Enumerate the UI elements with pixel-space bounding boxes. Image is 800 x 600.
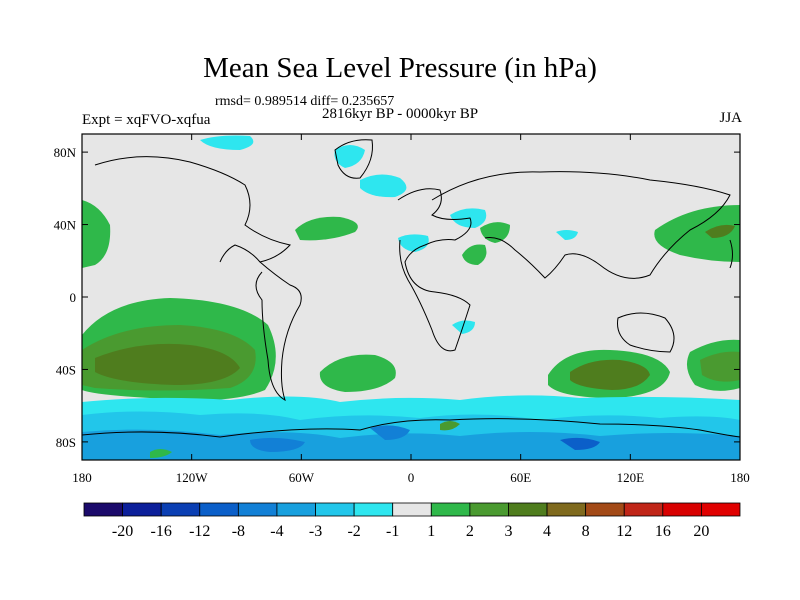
colorbar-swatch (662, 502, 702, 517)
west-pacific-high (654, 205, 740, 262)
red-sea-anomaly (462, 244, 487, 265)
colorbar-label: -1 (386, 523, 399, 540)
x-tick-label: 180 (730, 470, 750, 485)
north-pacific-anomaly-west (82, 200, 111, 268)
y-axis: 80N 40N 0 40S 80S (54, 145, 740, 450)
colorbar-label: 2 (466, 523, 474, 540)
arctic-low (360, 174, 407, 198)
colorbar-swatch (701, 502, 741, 517)
season-label: JJA (719, 110, 742, 126)
colorbar-label: -8 (232, 523, 245, 540)
colorbar-swatch (353, 502, 394, 517)
south-tasman-core (700, 351, 740, 382)
y-tick-label: 40N (54, 218, 77, 233)
coastlines (82, 139, 740, 438)
colorbar-swatch (430, 502, 471, 517)
colorbar-label: 16 (655, 523, 671, 540)
x-tick-label: 60W (289, 470, 315, 485)
colorbar-label: 8 (582, 523, 590, 540)
colorbar-swatch (469, 502, 509, 517)
colorbar-label: -12 (189, 523, 210, 540)
south-pacific-high-core (95, 343, 240, 385)
y-tick-label: 80N (54, 145, 77, 160)
colorbar-swatch (623, 502, 664, 517)
colorbar-swatch (392, 502, 432, 517)
antarctic-highs-small-2 (150, 449, 172, 458)
experiment-label: Expt = xqFVO-xqfua (82, 112, 211, 128)
stats-text: rmsd= 0.989514 diff= 0.235657 (215, 94, 395, 109)
colorbar-swatch (160, 502, 201, 517)
south-african-low (452, 320, 475, 334)
colorbar-swatch (315, 502, 355, 517)
atlantic-low (398, 234, 429, 252)
colorbar-label: -16 (151, 523, 172, 540)
anomaly-fields (82, 135, 740, 460)
x-axis: 180 120W 60W 0 60E 120E 180 (72, 134, 750, 485)
greenland-low (334, 145, 365, 168)
south-indian-high-core (570, 359, 650, 390)
colorbar-label: 3 (504, 523, 512, 540)
colorbar-label: 12 (616, 523, 632, 540)
y-tick-label: 80S (56, 435, 76, 450)
caspian-low (556, 230, 578, 240)
colorbar-swatch (237, 502, 278, 517)
antarctic-highs-small (440, 421, 460, 431)
colorbar-label: 1 (427, 523, 435, 540)
x-tick-label: 120E (617, 470, 645, 485)
west-pacific-high-core (705, 224, 735, 238)
colorbar-label: -2 (347, 523, 360, 540)
colorbar-swatch (508, 502, 548, 517)
antarctic-lows-deep (250, 437, 305, 452)
colorbar-label: -4 (270, 523, 283, 540)
colorbar-label: -20 (112, 523, 133, 540)
antarctic-lows-deep-3 (560, 437, 600, 450)
x-tick-label: 180 (72, 470, 92, 485)
antarctic-lows-deep-2 (370, 425, 410, 440)
arctic-low-2 (200, 135, 254, 150)
colorbar-swatch (122, 502, 162, 517)
antarctic-lows (82, 429, 740, 460)
south-atlantic-high (319, 354, 396, 392)
colorbar: -20 -16 -12 -8 -4 -3 -2 -1 1 2 3 4 8 12 16 20 (83, 502, 741, 540)
period-text: 2816kyr BP - 0000kyr BP (321, 106, 479, 122)
x-tick-label: 0 (408, 470, 415, 485)
y-tick-label: 0 (70, 290, 77, 305)
colorbar-swatch (83, 502, 123, 517)
colorbar-swatch (199, 502, 239, 517)
x-tick-label: 120W (176, 470, 209, 485)
x-tick-label: 60E (510, 470, 531, 485)
chart-title: Mean Sea Level Pressure (in hPa) (203, 52, 597, 84)
colorbar-label: -3 (309, 523, 322, 540)
y-tick-label: 40S (56, 362, 76, 377)
north-atlantic-anomaly (295, 216, 358, 241)
colorbar-swatch (546, 502, 587, 517)
colorbar-label: 4 (543, 523, 551, 540)
colorbar-swatch (585, 502, 625, 517)
colorbar-label: 20 (693, 523, 709, 540)
colorbar-swatch (276, 502, 316, 517)
